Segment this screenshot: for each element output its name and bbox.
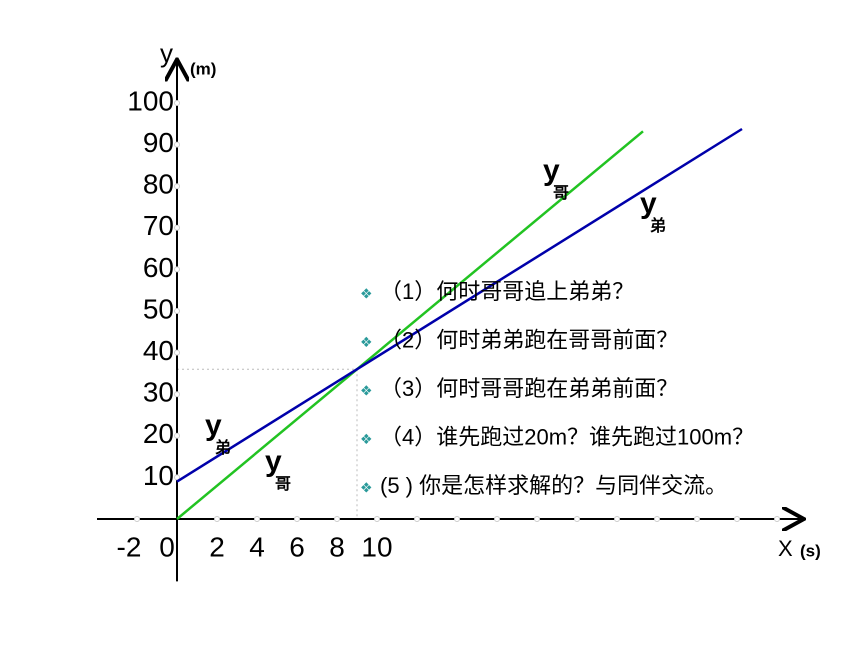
tick-mark bbox=[494, 516, 500, 522]
tick-mark bbox=[134, 516, 140, 522]
y-tick-label: 90 bbox=[143, 127, 174, 158]
tick-mark bbox=[254, 516, 260, 522]
y-tick-label: 30 bbox=[143, 377, 174, 408]
question: （3）何时哥哥跑在弟弟前面？ bbox=[380, 376, 678, 401]
x-tick-label: 2 bbox=[209, 531, 225, 562]
bullet: ❖ bbox=[360, 383, 373, 399]
tick-mark bbox=[174, 432, 180, 439]
tick-mark bbox=[694, 516, 700, 522]
tick-mark bbox=[174, 100, 180, 106]
tick-mark bbox=[294, 516, 300, 522]
bullet: ❖ bbox=[360, 431, 373, 447]
y-tick-label: 50 bbox=[143, 293, 174, 324]
line-label-sub: 哥 bbox=[553, 184, 569, 202]
x-tick-label: -2 bbox=[117, 531, 142, 562]
bullet: ❖ bbox=[360, 334, 373, 350]
x-label: X bbox=[778, 536, 793, 561]
y-tick-label: 60 bbox=[143, 252, 174, 283]
y-tick-label: 20 bbox=[143, 418, 174, 449]
tick-mark bbox=[374, 516, 380, 522]
y-unit: (m) bbox=[190, 59, 216, 78]
y-label: y bbox=[160, 38, 173, 68]
question: （2）何时弟弟跑在哥哥前面？ bbox=[380, 327, 678, 352]
tick-mark bbox=[774, 516, 780, 522]
x-tick-label: 0 bbox=[159, 531, 175, 562]
line-label: y bbox=[265, 445, 282, 478]
tick-mark bbox=[174, 266, 180, 273]
y-tick-label: 10 bbox=[143, 460, 174, 491]
series-line bbox=[176, 130, 644, 520]
tick-mark bbox=[454, 516, 460, 522]
x-unit: (s) bbox=[800, 541, 821, 560]
tick-mark bbox=[574, 516, 580, 522]
tick-mark bbox=[174, 349, 180, 356]
line-label-sub: 哥 bbox=[275, 475, 291, 493]
tick-mark bbox=[174, 183, 180, 190]
line-label-sub: 弟 bbox=[215, 438, 231, 457]
tick-mark bbox=[614, 516, 620, 522]
tick-mark bbox=[414, 516, 420, 522]
x-tick-label: 8 bbox=[329, 531, 345, 562]
tick-mark bbox=[334, 516, 340, 522]
question: （1）何时哥哥追上弟弟？ bbox=[380, 279, 634, 304]
tick-mark bbox=[174, 141, 180, 148]
tick-mark bbox=[534, 516, 540, 522]
y-tick-label: 80 bbox=[143, 169, 174, 200]
series-line bbox=[176, 127, 743, 483]
tick-mark bbox=[174, 308, 180, 314]
tick-mark bbox=[214, 516, 220, 522]
tick-mark bbox=[654, 516, 660, 522]
tick-mark bbox=[174, 474, 180, 481]
question: （4）谁先跑过20m？谁先跑过100m？ bbox=[380, 424, 754, 449]
bullet: ❖ bbox=[360, 480, 373, 496]
line-label: y bbox=[205, 409, 222, 442]
tick-mark bbox=[174, 224, 180, 231]
bullet: ❖ bbox=[360, 286, 373, 302]
tick-mark bbox=[734, 516, 740, 522]
line-label: y bbox=[640, 187, 657, 220]
x-tick-label: 6 bbox=[289, 531, 305, 562]
x-tick-label: 10 bbox=[361, 531, 392, 562]
tick-mark bbox=[174, 391, 180, 398]
line-label: y bbox=[543, 154, 560, 187]
y-tick-label: 70 bbox=[143, 210, 174, 241]
x-tick-label: 4 bbox=[249, 531, 265, 562]
y-tick-label: 40 bbox=[143, 335, 174, 366]
line-label-sub: 弟 bbox=[650, 216, 666, 235]
y-tick-label: 100 bbox=[127, 85, 174, 116]
question: (5 ) 你是怎样求解的？与同伴交流。 bbox=[380, 473, 727, 498]
